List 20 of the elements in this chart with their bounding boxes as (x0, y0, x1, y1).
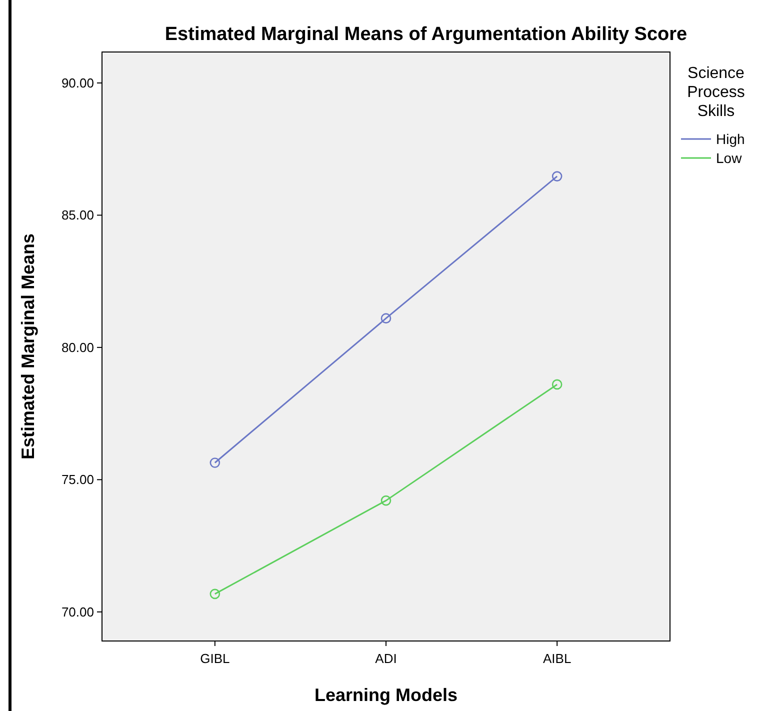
y-tick-label: 75.00 (61, 472, 94, 488)
x-tick-label: AIBL (542, 651, 572, 666)
legend-label: High (716, 130, 745, 147)
x-axis-title: Learning Models (314, 685, 458, 705)
y-tick-label: 80.00 (61, 340, 94, 355)
y-tick-label: 90.00 (61, 75, 94, 90)
x-tick-label: ADI (375, 651, 397, 666)
point (380, 495, 392, 506)
point (210, 458, 220, 468)
y-axis-title: Estimated Marginal Means (18, 233, 38, 460)
x-tick-label: GIBL (200, 651, 230, 666)
legend-label: Low (716, 150, 743, 166)
point (552, 171, 562, 182)
y-tick-label: 70.00 (61, 604, 94, 620)
point (552, 379, 562, 390)
point (210, 588, 220, 600)
legend-title: Science Process Skills (687, 65, 745, 120)
y-tick-label: 85.00 (61, 208, 94, 223)
point (380, 313, 392, 324)
chart-title: Estimated Marginal Means of Argumentation Ability Score (164, 24, 688, 45)
